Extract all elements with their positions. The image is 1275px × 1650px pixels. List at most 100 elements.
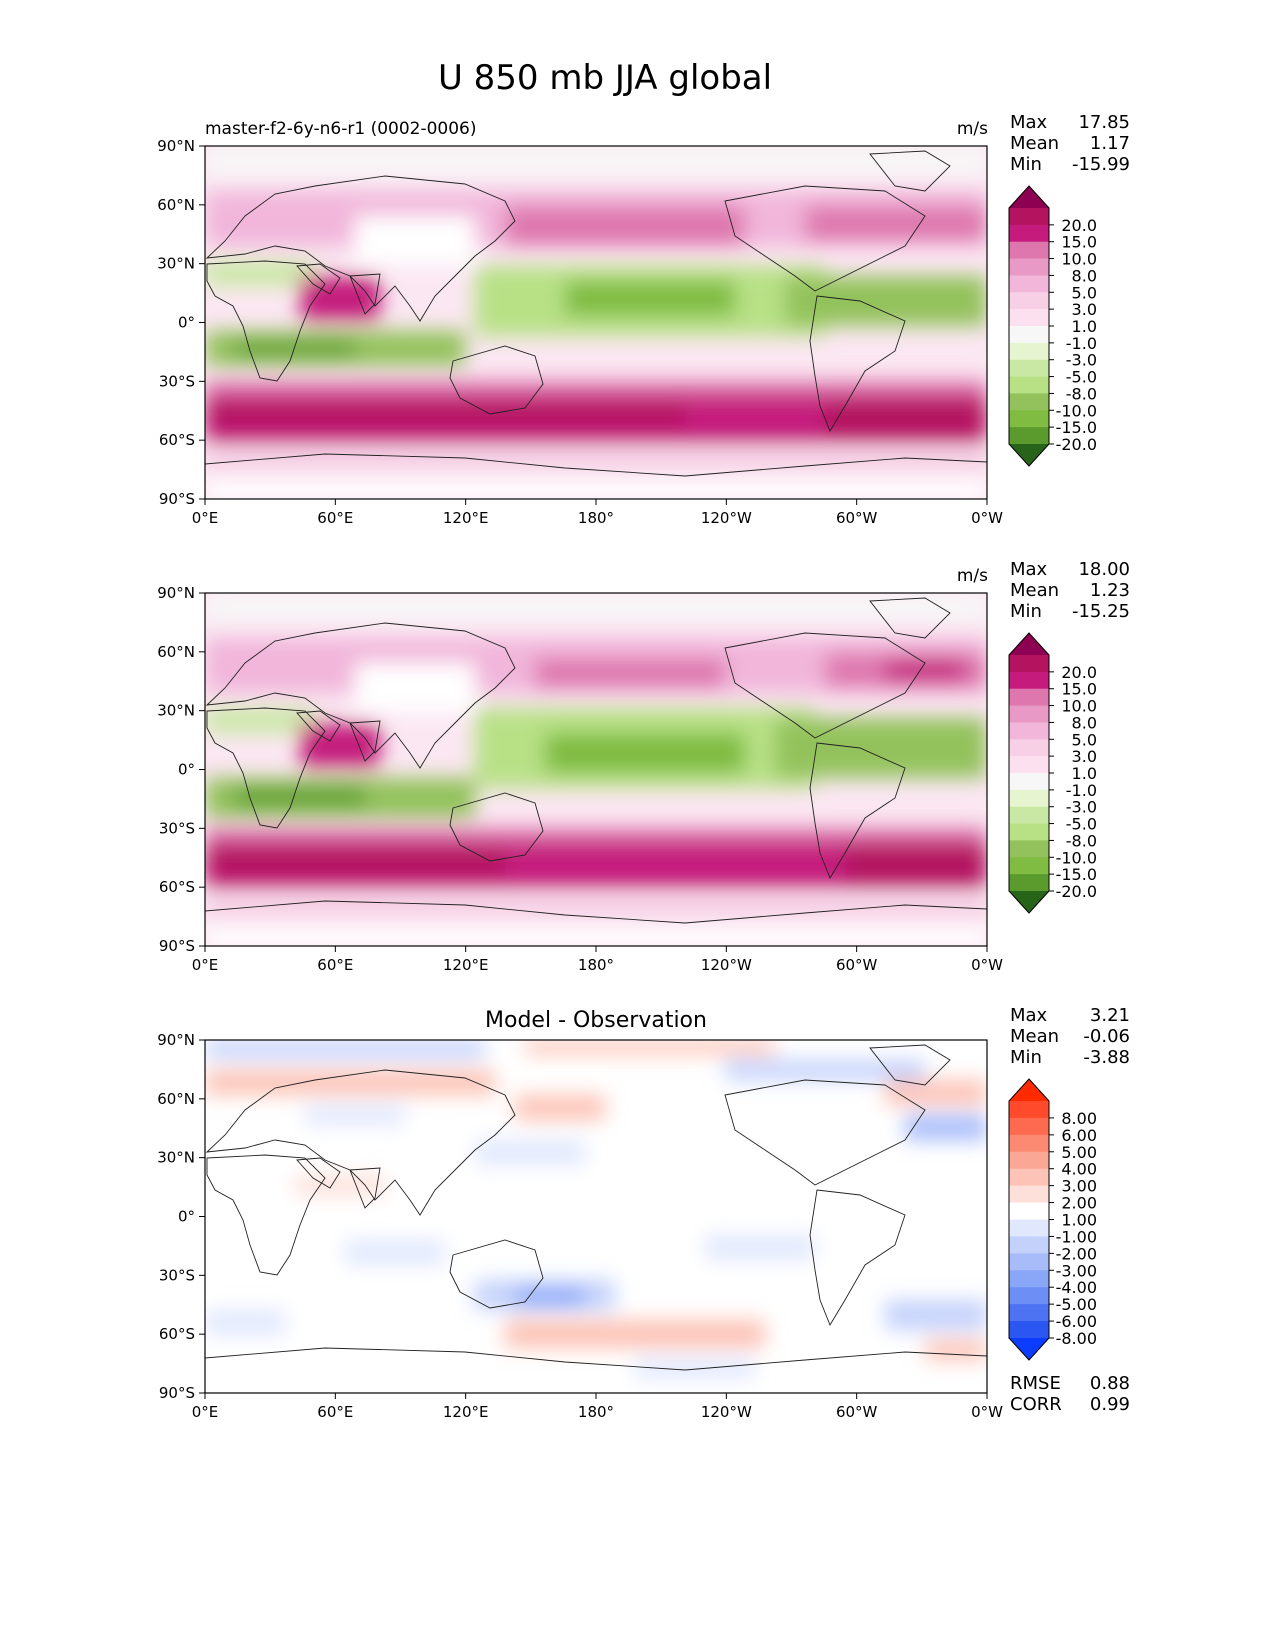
- panel-difference-max-value: 3.21: [1090, 1005, 1130, 1026]
- colorbar-swatch: [1009, 359, 1049, 378]
- x-tick-label: 60°W: [836, 956, 878, 974]
- y-tick-label: 30°N: [157, 702, 195, 720]
- panel-difference-max-label: Max: [1010, 1005, 1048, 1026]
- colorbar-swatch: [1009, 241, 1049, 260]
- colorbar-label: 15.0: [1061, 233, 1097, 252]
- colorbar-label: -10.0: [1056, 848, 1097, 867]
- colorbar-swatch: [1009, 840, 1049, 858]
- colorbar-label: 3.0: [1072, 300, 1097, 319]
- colorbar-swatch: [1009, 224, 1049, 243]
- colorbar-label: -5.0: [1066, 815, 1097, 834]
- colorbar-swatch: [1009, 1270, 1049, 1288]
- colorbar-swatch: [1009, 292, 1049, 310]
- y-tick-label: 30°S: [159, 1266, 195, 1284]
- x-tick-label: 0°W: [971, 956, 1003, 974]
- x-tick-label: 60°W: [836, 1403, 878, 1421]
- y-tick-label: 60°N: [157, 1090, 195, 1108]
- colorbar-label: -15.0: [1056, 418, 1097, 437]
- colorbar-label: 5.00: [1061, 1143, 1097, 1162]
- panel-model-max-label: Max: [1010, 112, 1048, 133]
- colorbar-swatch: [1009, 1134, 1049, 1153]
- colorbar-swatch: [1009, 773, 1049, 791]
- x-tick-label: 180°: [578, 509, 614, 527]
- panel-observation-mean-label: Mean: [1010, 580, 1059, 601]
- colorbar-swatch: [1009, 655, 1049, 673]
- x-tick-label: 180°: [578, 1403, 614, 1421]
- panel-difference-corr-value: 0.99: [1090, 1394, 1130, 1415]
- y-tick-label: 60°N: [157, 643, 195, 661]
- x-tick-label: 120°E: [443, 956, 489, 974]
- colorbar-swatch: [1009, 1101, 1049, 1119]
- colorbar-label: 15.0: [1061, 680, 1097, 699]
- colorbar-label: 10.0: [1061, 250, 1097, 269]
- y-tick-label: 30°N: [157, 255, 195, 273]
- colorbar-label: -8.00: [1056, 1329, 1097, 1348]
- colorbar-swatch: [1009, 1202, 1049, 1221]
- y-tick-label: 60°S: [159, 1325, 195, 1343]
- x-tick-label: 120°E: [443, 1403, 489, 1421]
- panel-observation-field: [205, 593, 987, 946]
- colorbar-label: 1.0: [1072, 764, 1097, 783]
- colorbar-swatch: [1009, 739, 1049, 757]
- y-tick-label: 0°: [178, 1208, 195, 1226]
- colorbar-label: -20.0: [1056, 882, 1097, 901]
- x-tick-label: 60°E: [317, 1403, 353, 1421]
- colorbar-swatch: [1009, 342, 1049, 361]
- panel-difference-mean-label: Mean: [1010, 1026, 1059, 1047]
- panel-observation-min-label: Min: [1010, 601, 1042, 622]
- colorbar-swatch: [1009, 309, 1049, 327]
- colorbar-label: 3.00: [1061, 1177, 1097, 1196]
- colorbar-swatch: [1009, 789, 1049, 808]
- colorbar-label: 1.0: [1072, 317, 1097, 336]
- colorbar-swatch: [1009, 1185, 1049, 1204]
- panel-difference-rmse-value: 0.88: [1090, 1373, 1130, 1394]
- panel-difference-min-value: -3.88: [1083, 1047, 1130, 1068]
- panel-model: master-f2-6y-n6-r1 (0002-0006) m/s: [157, 112, 1130, 527]
- panel-difference-mean-value: -0.06: [1083, 1026, 1130, 1047]
- colorbar-swatch: [1009, 671, 1049, 690]
- x-tick-label: 0°W: [971, 509, 1003, 527]
- x-tick-label: 0°E: [192, 956, 219, 974]
- panel-model-mean-label: Mean: [1010, 133, 1059, 154]
- colorbar-swatch: [1009, 823, 1049, 842]
- colorbar-swatch: [1009, 874, 1049, 892]
- x-tick-label: 60°W: [836, 509, 878, 527]
- panel-model-field: [205, 146, 987, 499]
- panel-observation-colorbar: 20.015.010.08.05.03.01.0-1.0-3.0-5.0-8.0…: [1008, 632, 1097, 914]
- colorbar-label: -1.00: [1056, 1227, 1097, 1246]
- panel-model-min-value: -15.99: [1072, 154, 1130, 175]
- colorbar-label: -15.0: [1056, 865, 1097, 884]
- panel-model-colorbar: 20.015.010.08.05.03.01.0-1.0-3.0-5.0-8.0…: [1008, 185, 1097, 467]
- colorbar-label: -6.00: [1056, 1312, 1097, 1331]
- y-tick-label: 90°S: [159, 1384, 195, 1402]
- colorbar-swatch: [1009, 705, 1049, 724]
- colorbar-label: -10.0: [1056, 401, 1097, 420]
- y-tick-label: 90°S: [159, 490, 195, 508]
- colorbar-label: -8.0: [1066, 831, 1097, 850]
- y-tick-label: 90°N: [157, 137, 195, 155]
- panel-model-mean-value: 1.17: [1090, 133, 1130, 154]
- colorbar-label: 5.0: [1072, 730, 1097, 749]
- figure-title: U 850 mb JJA global: [438, 58, 772, 98]
- x-tick-label: 0°W: [971, 1403, 1003, 1421]
- panel-observation-min-value: -15.25: [1072, 601, 1130, 622]
- y-tick-label: 30°N: [157, 1149, 195, 1167]
- colorbar-swatch: [1009, 393, 1049, 411]
- panel-observation-max-value: 18.00: [1078, 559, 1130, 580]
- colorbar-label: 8.0: [1072, 266, 1097, 285]
- x-tick-label: 120°W: [701, 509, 752, 527]
- colorbar-label: -20.0: [1056, 435, 1097, 454]
- y-tick-label: 30°S: [159, 819, 195, 837]
- x-tick-label: 0°E: [192, 1403, 219, 1421]
- panel-model-min-label: Min: [1010, 154, 1042, 175]
- x-tick-label: 60°E: [317, 509, 353, 527]
- x-tick-label: 120°W: [701, 956, 752, 974]
- colorbar-extension-bottom: [1009, 444, 1049, 466]
- panel-difference-min-label: Min: [1010, 1047, 1042, 1068]
- colorbar-swatch: [1009, 806, 1049, 825]
- colorbar-label: -8.0: [1066, 384, 1097, 403]
- panel-model-subtitle: master-f2-6y-n6-r1 (0002-0006): [205, 119, 477, 139]
- y-tick-label: 60°N: [157, 196, 195, 214]
- colorbar-label: -3.00: [1056, 1261, 1097, 1280]
- colorbar-label: 20.0: [1061, 216, 1097, 235]
